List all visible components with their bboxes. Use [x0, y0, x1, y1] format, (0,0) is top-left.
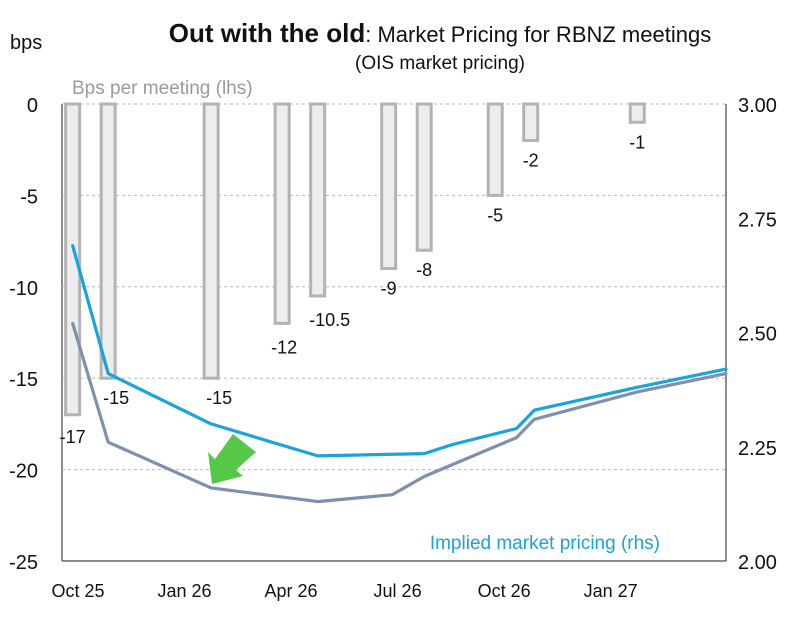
series-line	[71, 321, 728, 504]
bar	[486, 102, 504, 197]
left-tick-label: -15	[9, 369, 38, 391]
series-line	[71, 244, 728, 458]
bar-data-label: -12	[271, 337, 297, 357]
bar	[273, 102, 291, 325]
bar	[309, 102, 327, 298]
x-tick-label: Apr 26	[265, 581, 318, 601]
bar-data-label: -15	[103, 388, 129, 408]
x-tick-label: Oct 26	[478, 581, 531, 601]
right-tick-label: 2.50	[738, 324, 777, 346]
bar-data-label: -9	[381, 279, 397, 299]
x-tick-label: Oct 25	[51, 581, 104, 601]
left-tick-label: -5	[20, 186, 38, 208]
bar-data-label: -2	[523, 151, 539, 171]
chart-subtitle: (OIS market pricing)	[355, 53, 525, 74]
bar	[380, 102, 398, 271]
bar-data-label: -8	[416, 260, 432, 280]
bar-data-label: -10.5	[309, 310, 350, 330]
left-tick-label: 0	[27, 95, 38, 117]
annotation-arrow-icon	[208, 434, 256, 484]
bar-series-label: Bps per meeting (lhs)	[72, 78, 253, 99]
chart-title: Out with the old: Market Pricing for RBN…	[169, 18, 711, 48]
right-tick-label: 2.75	[738, 209, 777, 231]
right-tick-label: 3.00	[738, 95, 777, 117]
x-tick-label: Jul 26	[374, 581, 422, 601]
left-tick-label: -20	[9, 461, 38, 483]
bar	[522, 102, 540, 143]
bar-data-label: -15	[206, 388, 232, 408]
left-axis-unit: bps	[10, 32, 42, 54]
bar	[628, 102, 646, 124]
bar-data-label: -1	[629, 132, 645, 152]
left-tick-label: -25	[9, 552, 38, 574]
bar	[415, 102, 433, 252]
bar	[202, 102, 220, 380]
bar-data-label: -5	[487, 205, 503, 225]
x-tick-label: Jan 26	[158, 581, 212, 601]
right-tick-label: 2.25	[738, 438, 777, 460]
chart-title-bold: Out with the old	[169, 18, 365, 48]
bar	[99, 102, 117, 380]
right-tick-label: 2.00	[738, 552, 777, 574]
left-tick-label: -10	[9, 278, 38, 300]
line-series-label: Implied market pricing (rhs)	[430, 533, 660, 554]
bar-data-label: -17	[60, 427, 86, 447]
chart-title-rest: : Market Pricing for RBNZ meetings	[365, 22, 711, 47]
x-tick-label: Jan 27	[584, 581, 638, 601]
